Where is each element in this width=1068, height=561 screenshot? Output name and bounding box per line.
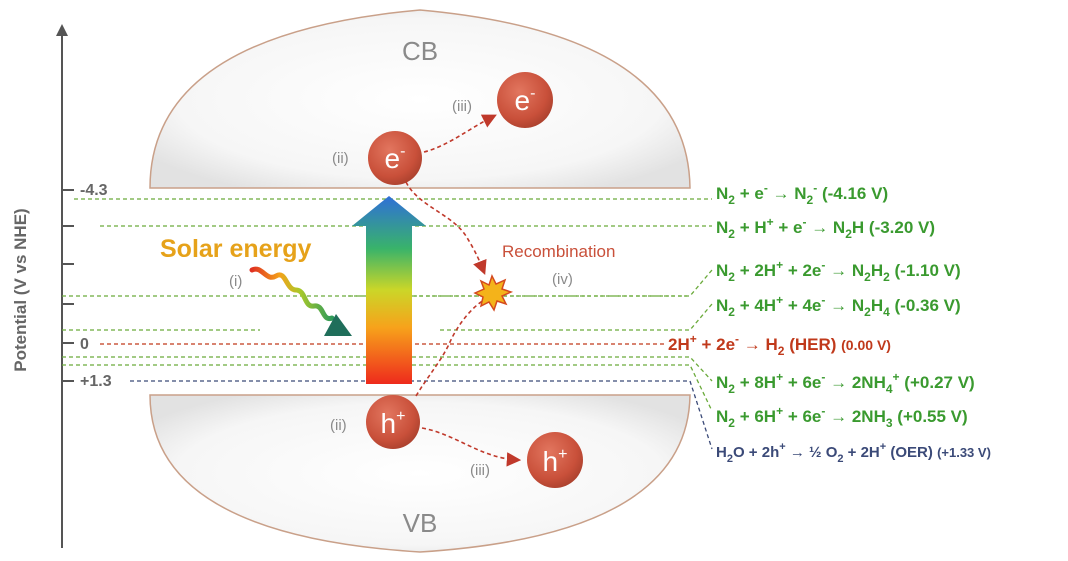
step-iv-label: (iv) xyxy=(552,271,573,288)
recombination-burst-icon xyxy=(473,274,514,312)
electron-migrated-icon xyxy=(497,72,553,128)
solar-energy-label: Solar energy xyxy=(160,235,312,263)
reaction-n2h4: N2 + 4H+ + 4e- → N2H4 (-0.36 V) xyxy=(716,293,961,319)
hole-migrated-icon xyxy=(527,432,583,488)
step-ii-cb-label: (ii) xyxy=(332,150,349,167)
reaction-her: 2H+ + 2e- → H2 (HER) (0.00 V) xyxy=(668,332,891,358)
tick-label: +1.3 xyxy=(80,373,112,390)
axis-ticks xyxy=(62,189,74,382)
recombination-path-lower xyxy=(415,297,489,397)
y-axis-arrow-icon xyxy=(56,24,68,36)
electron-cb-label: e- xyxy=(385,143,406,174)
guide-line xyxy=(62,364,713,412)
step-i-label: (i) xyxy=(229,273,242,290)
tick-label: -4.3 xyxy=(80,182,108,199)
excitation-arrow xyxy=(352,196,426,384)
cb-label: CB xyxy=(402,36,438,66)
step-iii-vb-label: (iii) xyxy=(470,462,490,479)
y-axis-label: Potential (V vs NHE) xyxy=(11,208,30,371)
conduction-band-shape xyxy=(149,9,691,189)
reaction-n2h2: N2 + 2H+ + 2e- → N2H2 (-1.10 V) xyxy=(716,258,961,284)
reaction-nh3: N2 + 6H+ + 6e- → 2NH3 (+0.55 V) xyxy=(716,404,968,430)
guide-line-oer xyxy=(130,380,713,450)
step-iii-cb-label: (iii) xyxy=(452,98,472,115)
reaction-n2-minus: N2 + e- → N2- (-4.16 V) xyxy=(716,181,888,207)
reaction-n2h: N2 + H+ + e- → N2H (-3.20 V) xyxy=(716,215,935,241)
hole-vb-icon xyxy=(366,395,420,449)
reaction-oer: H2O + 2h+ → ½ O2 + 2H+ (OER) (+1.33 V) xyxy=(716,441,991,465)
electron-cb-icon xyxy=(368,131,422,185)
electron-migrated-label: e- xyxy=(515,85,536,116)
electron-migration-arrow xyxy=(423,114,497,153)
recombination-label: Recombination xyxy=(502,242,615,261)
hole-vb-label: h+ xyxy=(381,408,406,439)
solar-wave-arrowhead-icon xyxy=(324,314,352,336)
reaction-nh4: N2 + 8H+ + 6e- → 2NH4+ (+0.27 V) xyxy=(716,370,975,396)
solar-wave-icon xyxy=(249,266,335,322)
hole-migrated-label: h+ xyxy=(543,446,568,477)
guide-line xyxy=(440,303,713,331)
step-ii-vb-label: (ii) xyxy=(330,417,347,434)
hole-migration-arrow xyxy=(421,427,522,467)
recombination-path-upper xyxy=(405,181,487,275)
reactions: N2 + e- → N2- (-4.16 V) N2 + H+ + e- → N… xyxy=(668,181,991,465)
vb-label: VB xyxy=(403,508,438,538)
tick-label: 0 xyxy=(80,336,89,353)
